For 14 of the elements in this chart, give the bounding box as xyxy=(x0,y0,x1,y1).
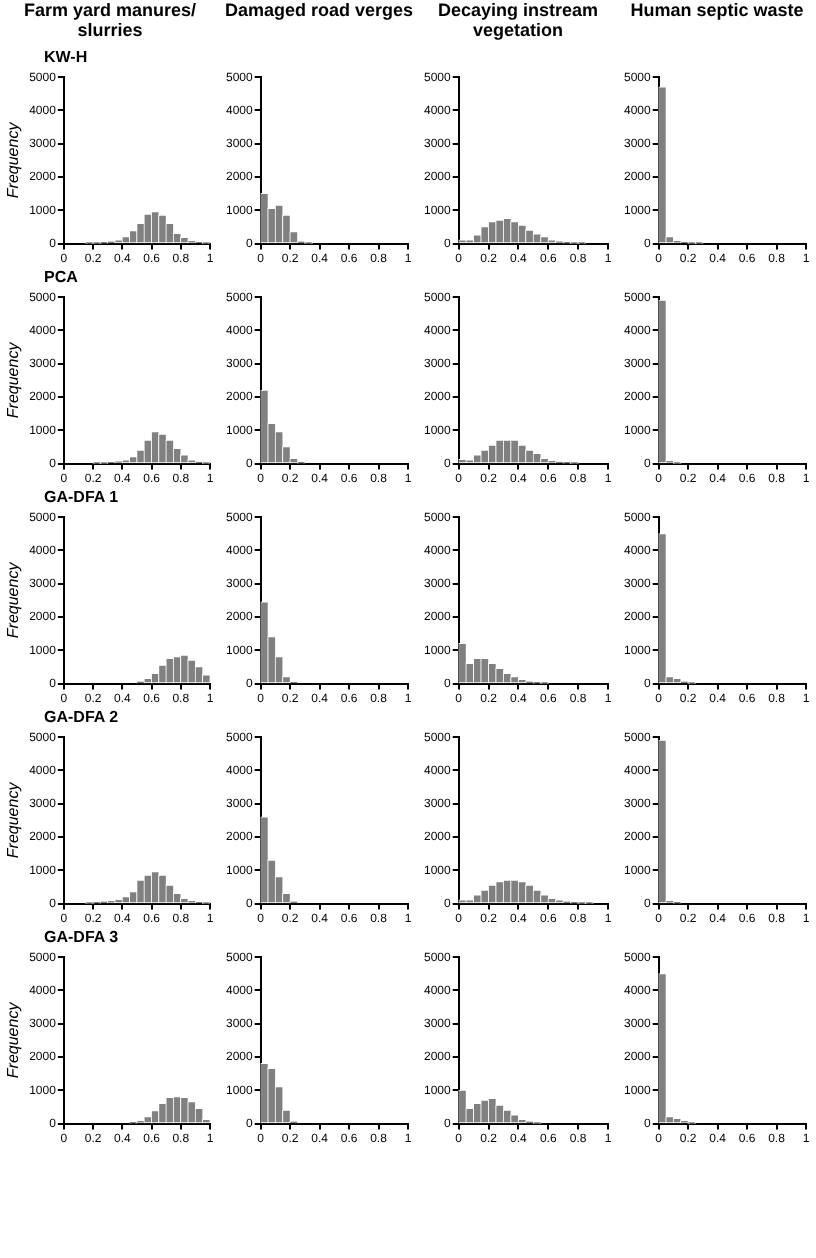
chart-subtitle: KW-H xyxy=(42,48,90,68)
y-axis-title: Frequency xyxy=(4,120,23,199)
chart-subtitle: GA-DFA 3 xyxy=(42,928,121,948)
chart-title: Decaying instream vegetation xyxy=(435,0,601,44)
y-axis-title: Frequency xyxy=(4,560,23,639)
chart-subtitle: PCA xyxy=(42,268,80,288)
y-axis-title: Frequency xyxy=(4,780,23,859)
y-axis-title: Frequency xyxy=(4,1000,23,1079)
chart-subtitle: GA-DFA 1 xyxy=(42,488,121,508)
y-axis-title: Frequency xyxy=(4,340,23,419)
chart-subtitle: GA-DFA 2 xyxy=(42,708,121,728)
chart-title: Farm yard manures/ slurries xyxy=(21,0,199,44)
chart-title: Damaged road verges xyxy=(222,0,416,24)
chart-title: Human septic waste xyxy=(628,0,806,24)
